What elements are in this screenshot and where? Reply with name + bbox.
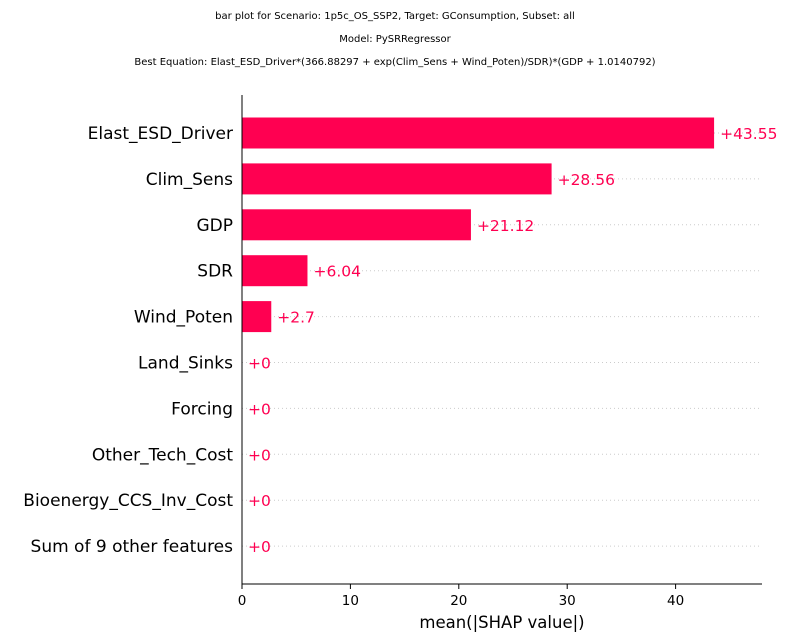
value-label: +0 xyxy=(248,538,271,556)
x-axis-ticks: 0 10 20 30 40 xyxy=(238,584,684,609)
x-tick-label: 10 xyxy=(342,593,359,609)
category-label: SDR xyxy=(197,262,233,282)
category-label: Wind_Poten xyxy=(134,308,233,328)
value-label: +6.04 xyxy=(313,263,361,281)
category-label: GDP xyxy=(196,216,233,236)
plot-area: Elast_ESD_Driver +43.55 Clim_Sens +28.56 GDP… xyxy=(23,117,777,557)
chart-title-line-1: bar plot for Scenario: 1p5c_OS_SSP2, Tar… xyxy=(215,11,575,22)
category-label: Other_Tech_Cost xyxy=(92,445,233,465)
bar xyxy=(242,255,308,287)
bar xyxy=(242,301,272,333)
category-label: Sum of 9 other features xyxy=(31,537,234,557)
chart-title-group: bar plot for Scenario: 1p5c_OS_SSP2, Tar… xyxy=(134,11,655,68)
chart-title-line-2: Model: PySRRegressor xyxy=(339,34,451,45)
bar xyxy=(242,117,715,149)
x-tick-label: 0 xyxy=(238,593,247,609)
x-tick-label: 40 xyxy=(667,593,684,609)
bar xyxy=(242,209,471,241)
value-label: +2.7 xyxy=(277,309,315,327)
value-label: +0 xyxy=(248,446,271,464)
x-axis-title: mean(|SHAP value|) xyxy=(419,613,584,632)
value-label: +0 xyxy=(248,492,271,510)
chart-title-line-3: Best Equation: Elast_ESD_Driver*(366.882… xyxy=(134,57,655,68)
value-label: +0 xyxy=(248,355,271,373)
category-label: Bioenergy_CCS_Inv_Cost xyxy=(23,491,233,511)
bar xyxy=(242,163,552,195)
value-label: +43.55 xyxy=(720,125,777,143)
value-label: +28.56 xyxy=(558,171,615,189)
category-label: Land_Sinks xyxy=(138,354,233,374)
value-label: +21.12 xyxy=(477,217,534,235)
category-label: Elast_ESD_Driver xyxy=(88,124,233,144)
category-label: Clim_Sens xyxy=(146,170,233,190)
x-tick-label: 20 xyxy=(450,593,467,609)
x-tick-label: 30 xyxy=(559,593,576,609)
category-label: Forcing xyxy=(171,399,233,419)
value-label: +0 xyxy=(248,400,271,418)
